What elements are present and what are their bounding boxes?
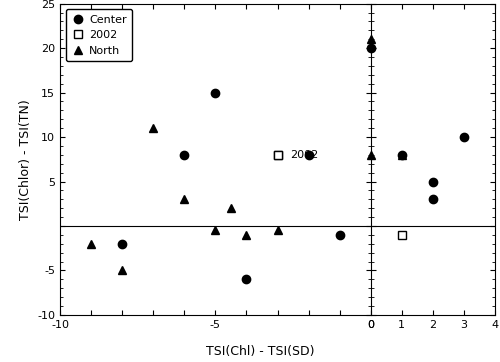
Text: 2002: 2002	[290, 150, 318, 160]
Legend: Center, 2002, North: Center, 2002, North	[66, 9, 132, 62]
Y-axis label: TSI(Chlor) - TSI(TN): TSI(Chlor) - TSI(TN)	[18, 99, 32, 220]
Text: TSI(Chl) - TSI(SD): TSI(Chl) - TSI(SD)	[206, 345, 314, 358]
